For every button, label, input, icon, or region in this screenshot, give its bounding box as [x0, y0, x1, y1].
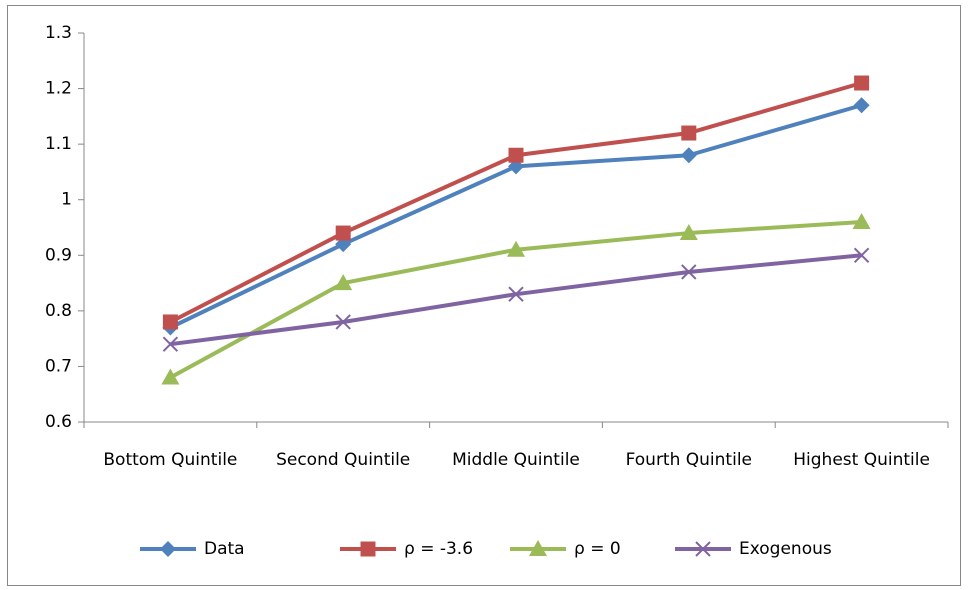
legend-marker	[160, 541, 176, 557]
y-tick-label: 1.2	[45, 79, 72, 99]
data-point	[508, 286, 524, 302]
legend-label: Data	[204, 539, 245, 559]
y-tick-label: 1	[61, 190, 72, 210]
x-tick-label: Fourth Quintile	[625, 450, 752, 470]
data-point	[507, 240, 525, 257]
legend-marker	[695, 541, 711, 557]
y-tick-label: 1.1	[45, 134, 72, 154]
x-tick-label: Highest Quintile	[793, 450, 930, 470]
data-point	[680, 147, 697, 164]
y-tick-label: 0.9	[45, 245, 72, 265]
data-point	[679, 224, 698, 241]
data-point	[162, 314, 178, 330]
data-point	[853, 247, 870, 263]
legend-marker	[529, 540, 547, 556]
data-point	[853, 97, 870, 114]
data-point	[852, 212, 871, 229]
y-tick-label: 1.3	[45, 23, 72, 43]
legend-label: Exogenous	[739, 539, 832, 559]
y-tick-label: 0.7	[45, 356, 72, 376]
data-point	[681, 125, 697, 141]
y-tick-label: 0.8	[45, 301, 72, 321]
x-tick-label: Bottom Quintile	[103, 450, 238, 470]
data-point	[508, 147, 524, 163]
legend-label: ρ = 0	[574, 539, 621, 559]
data-point	[335, 314, 351, 330]
data-point	[334, 274, 353, 291]
legend-label: ρ = -3.6	[404, 539, 473, 559]
data-point	[335, 225, 351, 241]
y-tick-label: 0.6	[45, 412, 72, 432]
x-tick-label: Middle Quintile	[452, 450, 580, 470]
data-point	[854, 75, 870, 91]
data-point	[681, 264, 697, 280]
data-point	[162, 336, 179, 352]
legend-marker	[360, 541, 376, 557]
data-point	[161, 368, 180, 385]
chart-border	[7, 5, 961, 586]
x-tick-label: Second Quintile	[276, 450, 411, 470]
